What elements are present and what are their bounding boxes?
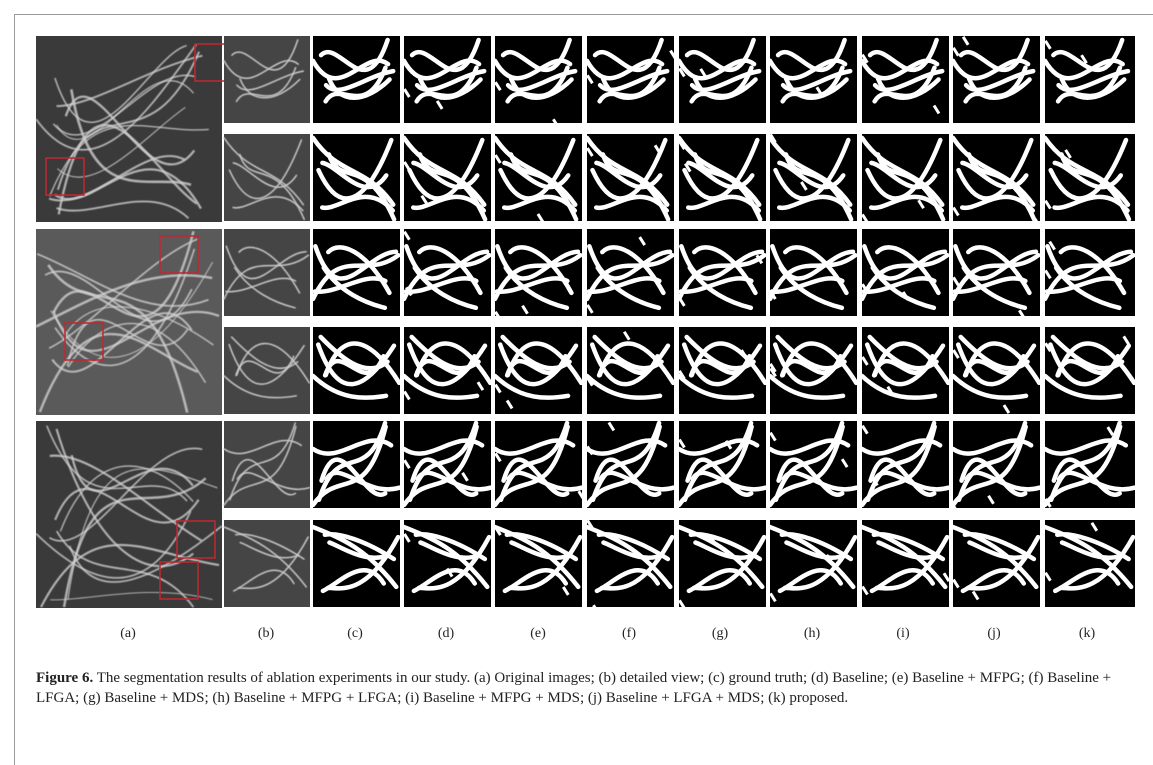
detail-image	[224, 421, 310, 508]
figure-images: (a) (b) (c) (d) (e) (f) (g) (h) (i) (j) (k)	[0, 0, 1153, 660]
segmentation-image	[862, 421, 949, 508]
column-label: (c)	[347, 626, 363, 641]
figure-caption: Figure 6. The segmentation results of ab…	[36, 668, 1136, 708]
caption-text: The segmentation results of ablation exp…	[36, 670, 1111, 706]
figure-page: (a) (b) (c) (d) (e) (f) (g) (h) (i) (j) (k) Figure…	[0, 0, 1153, 765]
segmentation-image	[313, 421, 400, 508]
segmentation-image	[953, 421, 1040, 508]
column-label: (k)	[1079, 626, 1096, 641]
column-label: (i)	[896, 626, 910, 641]
column-label: (b)	[258, 626, 275, 641]
segmentation-image	[495, 421, 582, 508]
caption-label: Figure 6.	[36, 670, 93, 686]
column-label: (j)	[987, 626, 1001, 641]
detail-image	[224, 327, 310, 414]
column-label: (g)	[712, 626, 729, 641]
segmentation-image	[679, 421, 766, 508]
segmentation-image	[404, 421, 491, 508]
column-label: (d)	[438, 626, 455, 641]
detail-image	[224, 36, 310, 123]
segmentation-image	[587, 421, 674, 508]
original-image	[36, 229, 222, 415]
segmentation-image	[1045, 421, 1135, 508]
column-label: (e)	[530, 626, 546, 641]
column-label: (f)	[622, 626, 636, 641]
column-label: (h)	[804, 626, 821, 641]
column-label: (a)	[120, 626, 136, 641]
